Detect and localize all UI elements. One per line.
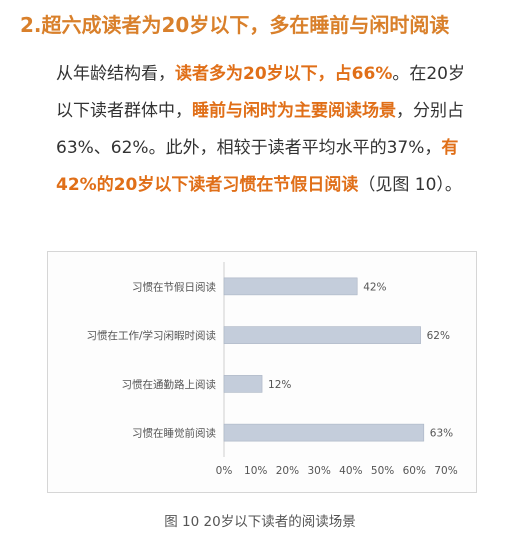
section-heading: 2.超六成读者为20岁以下，多在睡前与闲时阅读 bbox=[20, 13, 450, 37]
bar bbox=[223, 423, 425, 442]
category-label: 习惯在通勤路上阅读 bbox=[122, 378, 217, 391]
bar bbox=[223, 277, 358, 296]
data-label: 62% bbox=[427, 330, 450, 342]
category-label: 习惯在睡觉前阅读 bbox=[132, 427, 216, 440]
paragraph-highlight: 有42%的20岁以下读者习惯在节假日阅读 bbox=[56, 138, 459, 195]
category-label: 习惯在工作/学习闲暇时阅读 bbox=[86, 329, 216, 342]
paragraph-text: 从年龄结构看， bbox=[56, 64, 175, 84]
figure-caption: 图 10 20岁以下读者的阅读场景 bbox=[164, 514, 356, 530]
summary-paragraph: 从年龄结构看，读者多为20岁以下，占66%。在20岁以下读者群体中，睡前与闲时为… bbox=[56, 56, 476, 204]
bar bbox=[223, 375, 263, 393]
x-tick-label: 10% bbox=[244, 465, 267, 477]
x-tick-label: 40% bbox=[339, 465, 362, 477]
x-tick-label: 50% bbox=[371, 465, 394, 477]
paragraph-text: 。在20岁以下读者群体中， bbox=[56, 64, 465, 121]
bar bbox=[223, 326, 421, 344]
data-label: 12% bbox=[268, 379, 291, 391]
chart-frame: 习惯在节假日阅读 42% 习惯在工作/学习闲暇时阅读 62% 习惯在通勤路上阅读 12% 习… bbox=[47, 251, 477, 493]
x-tick-label: 70% bbox=[434, 465, 457, 477]
paragraph-highlight: 读者多为20岁以下，占66% bbox=[175, 64, 393, 84]
category-label: 习惯在节假日阅读 bbox=[132, 280, 216, 293]
x-tick-label: 0% bbox=[216, 465, 233, 477]
paragraph-text: （见图 10）。 bbox=[358, 175, 462, 195]
x-tick-label: 20% bbox=[276, 465, 299, 477]
data-label: 63% bbox=[430, 428, 453, 440]
x-tick-label: 60% bbox=[403, 465, 426, 477]
x-tick-label: 30% bbox=[307, 465, 330, 477]
data-label: 42% bbox=[363, 281, 386, 293]
paragraph-text: ，分别占63%、62%。此外，相较于读者平均水平的37%， bbox=[56, 101, 464, 158]
paragraph-highlight: 睡前与闲时为主要阅读场景 bbox=[192, 101, 396, 121]
reading-scenario-bar-chart: 习惯在节假日阅读 42% 习惯在工作/学习闲暇时阅读 62% 习惯在通勤路上阅读 12% 习… bbox=[86, 262, 458, 477]
